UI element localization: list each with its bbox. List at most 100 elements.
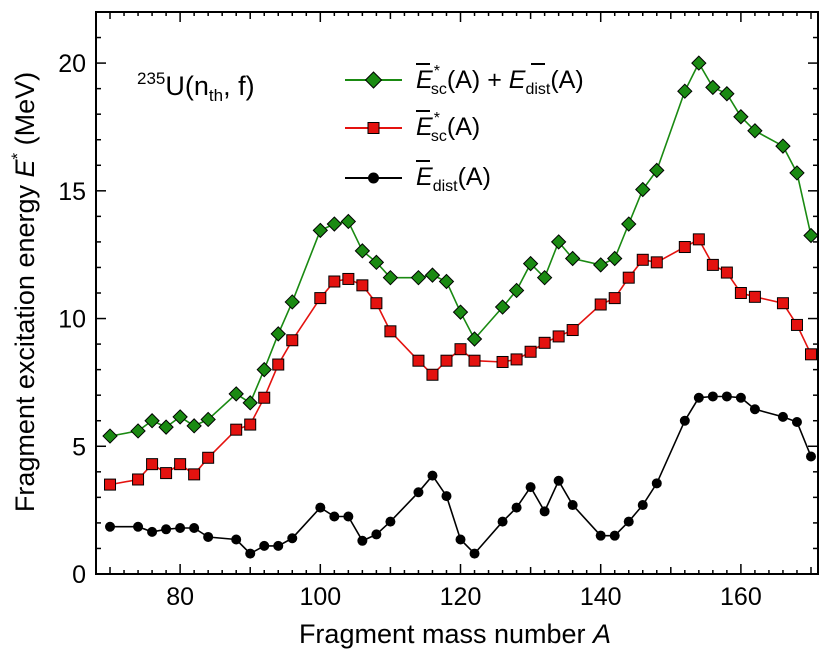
legend-overline-total-1 (416, 63, 430, 65)
annotation-symbol: U(n (165, 71, 209, 101)
data-point (609, 530, 620, 541)
data-point (105, 521, 116, 532)
data-point (791, 417, 802, 428)
data-point (384, 325, 397, 338)
legend-label-dist: Edist(A) (416, 163, 491, 195)
data-point (553, 475, 564, 486)
data-point (314, 292, 327, 305)
x-tick-label: 160 (720, 583, 762, 611)
data-point (245, 548, 256, 559)
data-point (270, 326, 286, 342)
data-point (735, 392, 746, 403)
legend-overline-sc (416, 110, 430, 112)
legend-entry-dist: Edist(A) (345, 163, 491, 195)
annotation-mass: 235 (137, 69, 165, 88)
data-point (371, 529, 382, 540)
data-point (438, 273, 455, 290)
data-point (413, 487, 424, 498)
data-point (188, 468, 201, 481)
y-tick-label: 10 (58, 306, 86, 334)
data-point (202, 451, 215, 464)
data-point (649, 162, 665, 179)
data-point (441, 491, 452, 502)
data-point (678, 241, 691, 254)
data-point (679, 415, 690, 426)
x-tick-label: 140 (580, 583, 622, 611)
x-axis-label: Fragment mass number A (299, 619, 611, 649)
data-point (315, 502, 326, 513)
data-point (705, 79, 721, 96)
x-tick-label: 120 (440, 583, 482, 611)
data-point (550, 234, 567, 250)
data-point (594, 298, 607, 311)
data-point (189, 523, 200, 534)
data-point (552, 330, 565, 343)
data-point (356, 279, 369, 292)
data-point (172, 409, 188, 425)
legend-dist-sub1: dist (433, 178, 458, 195)
data-point (328, 275, 341, 288)
legend-total-e1: E (416, 66, 433, 94)
data-point (651, 478, 662, 489)
data-point (623, 516, 634, 527)
data-point (146, 458, 159, 471)
data-point (329, 511, 340, 522)
data-point (454, 343, 467, 356)
data-point (719, 86, 735, 102)
data-point (424, 267, 441, 283)
data-point (468, 354, 481, 367)
legend-entry-sc: E* sc(A) (345, 110, 480, 145)
data-point (354, 243, 371, 259)
legend-total-end: (A) (550, 66, 583, 94)
legend-sc-sup1: * (434, 110, 440, 127)
y-axis-label-text: Fragment excitation energy (10, 177, 40, 512)
data-point (455, 534, 466, 545)
y-axis-label-unit: (MeV) (10, 72, 40, 153)
data-point (466, 331, 483, 347)
y-tick-label: 20 (58, 50, 86, 78)
data-point (567, 500, 578, 511)
data-point (538, 336, 551, 349)
legend-marker-circle (368, 172, 379, 184)
data-point (385, 516, 396, 527)
data-point (244, 418, 257, 431)
data-point (130, 423, 146, 439)
data-point (469, 548, 480, 559)
data-point (368, 254, 385, 271)
data-point (539, 506, 550, 517)
legend-dist-e1: E (416, 163, 433, 191)
data-point (706, 258, 719, 271)
data-point (312, 222, 329, 239)
data-point (805, 451, 816, 462)
x-tick-label: 100 (299, 583, 341, 611)
legend-total-sup1: * (434, 63, 440, 80)
data-point (508, 282, 525, 299)
data-point (510, 353, 523, 366)
data-point (230, 423, 243, 436)
y-axis-label: Fragment excitation energy E* (MeV) (8, 72, 40, 512)
data-point (564, 250, 581, 267)
y-tick-label: 5 (72, 433, 86, 461)
data-point (677, 83, 693, 99)
data-point (158, 419, 174, 435)
data-point (186, 418, 202, 434)
data-point (104, 478, 117, 491)
data-point (789, 165, 805, 181)
legend-sc-e1: E (416, 113, 433, 141)
legend-entry-total: E* sc(A) + Edist(A) (345, 63, 584, 98)
data-point (272, 358, 285, 371)
annotation: 235U(nth, f) (137, 69, 255, 105)
data-point (637, 500, 648, 511)
annotation-rest: , f) (223, 71, 255, 101)
axes: 80 100 120 140 160 0 5 10 15 20 (58, 11, 819, 611)
data-point (228, 386, 244, 402)
data-point (607, 250, 623, 267)
data-point (494, 299, 511, 315)
data-point (370, 297, 383, 310)
data-point (357, 535, 368, 546)
data-point (231, 534, 242, 545)
y-axis-label-italic: E (10, 158, 40, 177)
x-axis-label-text: Fragment mass number (299, 619, 593, 649)
data-point (286, 334, 299, 347)
